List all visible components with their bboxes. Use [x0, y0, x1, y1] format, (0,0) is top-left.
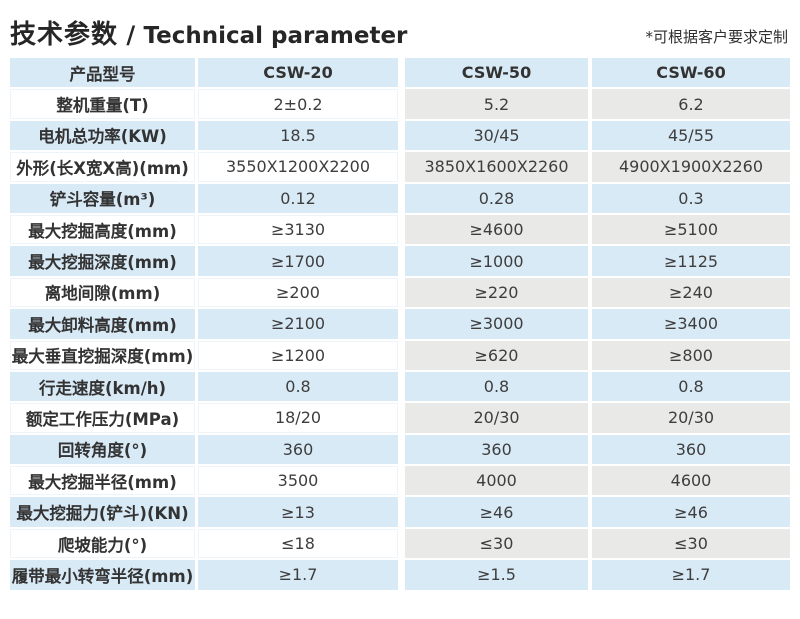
cell-csw20: 0.8 — [198, 371, 398, 402]
cell-csw50: 0.8 — [405, 371, 588, 402]
cell-csw50: 360 — [405, 434, 588, 465]
row-label: 最大卸料高度(mm) — [10, 309, 195, 339]
row-label: 最大挖掘高度(mm) — [10, 214, 195, 245]
column-header-product-model: 产品型号 — [10, 58, 195, 88]
cell-csw20: ≥3130 — [198, 214, 398, 245]
cell-csw50: 0.28 — [405, 183, 588, 213]
cell-csw60: ≥1.7 — [592, 560, 790, 590]
row-label: 离地间隙(mm) — [10, 277, 195, 308]
cell-csw20: ≥2100 — [198, 309, 398, 339]
page-title: 技术参数 / Technical parameter — [10, 21, 407, 50]
cell-csw50: 20/30 — [405, 403, 588, 433]
cell-csw60: 360 — [592, 434, 790, 465]
row-label: 最大垂直挖掘深度(mm) — [10, 340, 195, 370]
cell-csw20: ≤18 — [198, 528, 398, 559]
cell-csw20: ≥1200 — [198, 340, 398, 370]
cell-csw50: ≥4600 — [405, 214, 588, 245]
cell-csw60: ≥46 — [592, 497, 790, 527]
cell-csw50: ≤30 — [405, 528, 588, 559]
cell-csw50: 4000 — [405, 466, 588, 496]
page-title-zh: 技术参数 — [10, 20, 119, 51]
row-label: 外形(长X宽X高)(mm) — [10, 152, 195, 182]
cell-csw20: 360 — [198, 434, 398, 465]
column-header-csw-50: CSW-50 — [405, 58, 588, 88]
cell-csw60: ≥240 — [592, 277, 790, 308]
column-header-csw-20: CSW-20 — [198, 58, 398, 88]
row-label: 最大挖掘深度(mm) — [10, 246, 195, 276]
spec-table: 产品型号 CSW-20 CSW-50 CSW-60 整机重量(T) 2±0.2 5.… — [10, 58, 790, 590]
cell-csw60: 6.2 — [592, 89, 790, 119]
cell-csw20: 2±0.2 — [198, 89, 398, 119]
cell-csw20: 3550X1200X2200 — [198, 152, 398, 182]
cell-csw60: ≥5100 — [592, 214, 790, 245]
row-label: 最大挖掘力(铲斗)(KN) — [10, 497, 195, 527]
row-label: 爬坡能力(°) — [10, 528, 195, 559]
cell-csw20: 0.12 — [198, 183, 398, 213]
row-label: 行走速度(km/h) — [10, 371, 195, 402]
cell-csw60: 4900X1900X2260 — [592, 152, 790, 182]
cell-csw60: 4600 — [592, 466, 790, 496]
cell-csw50: ≥46 — [405, 497, 588, 527]
page-header: 技术参数 / Technical parameter *可根据客户要求定制 — [10, 8, 788, 50]
cell-csw50: ≥620 — [405, 340, 588, 370]
cell-csw50: ≥220 — [405, 277, 588, 308]
page-title-en: Technical parameter — [143, 23, 408, 50]
cell-csw60: ≥1125 — [592, 246, 790, 276]
cell-csw20: ≥13 — [198, 497, 398, 527]
cell-csw20: ≥200 — [198, 277, 398, 308]
cell-csw60: 20/30 — [592, 403, 790, 433]
customization-note: *可根据客户要求定制 — [645, 28, 788, 46]
cell-csw50: ≥1000 — [405, 246, 588, 276]
row-label: 铲斗容量(m³) — [10, 183, 195, 213]
row-label: 最大挖掘半径(mm) — [10, 466, 195, 496]
cell-csw60: ≥3400 — [592, 309, 790, 339]
cell-csw20: 18/20 — [198, 403, 398, 433]
cell-csw20: 18.5 — [198, 120, 398, 151]
page-title-separator: / — [118, 21, 144, 50]
cell-csw20: ≥1700 — [198, 246, 398, 276]
cell-csw50: ≥3000 — [405, 309, 588, 339]
cell-csw50: 5.2 — [405, 89, 588, 119]
cell-csw60: 0.8 — [592, 371, 790, 402]
cell-csw60: ≤30 — [592, 528, 790, 559]
row-label: 电机总功率(KW) — [10, 120, 195, 151]
column-header-csw-60: CSW-60 — [592, 58, 790, 88]
cell-csw20: 3500 — [198, 466, 398, 496]
cell-csw50: ≥1.5 — [405, 560, 588, 590]
cell-csw50: 30/45 — [405, 120, 588, 151]
row-label: 额定工作压力(MPa) — [10, 403, 195, 433]
row-label: 回转角度(°) — [10, 434, 195, 465]
cell-csw60: ≥800 — [592, 340, 790, 370]
cell-csw20: ≥1.7 — [198, 560, 398, 590]
cell-csw50: 3850X1600X2260 — [405, 152, 588, 182]
row-label: 履带最小转弯半径(mm) — [10, 560, 195, 590]
cell-csw60: 0.3 — [592, 183, 790, 213]
row-label: 整机重量(T) — [10, 89, 195, 119]
cell-csw60: 45/55 — [592, 120, 790, 151]
